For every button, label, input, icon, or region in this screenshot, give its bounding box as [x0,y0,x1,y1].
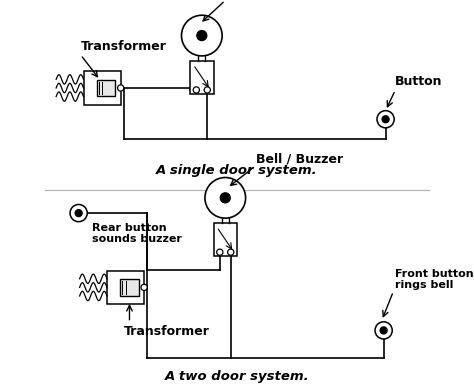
Text: Button: Button [395,75,443,88]
Text: Rear button
sounds buzzer: Rear button sounds buzzer [92,223,182,244]
Text: Bell / Buzzer: Bell / Buzzer [256,152,343,165]
Bar [222,218,229,223]
Text: Transformer: Transformer [124,325,210,337]
Circle shape [193,87,200,93]
Bar [83,71,121,104]
Text: A two door system.: A two door system. [164,369,310,383]
Circle shape [204,87,210,93]
Bar [198,56,205,61]
Circle shape [197,30,207,41]
Bar [97,80,115,96]
Circle shape [141,284,147,291]
Bar [214,223,237,256]
Bar [120,279,139,296]
Circle shape [382,116,389,123]
Circle shape [220,193,230,203]
Circle shape [380,327,387,334]
Text: Front button
rings bell: Front button rings bell [394,269,473,290]
Bar [190,61,214,94]
Bar [107,271,144,304]
Circle shape [75,210,82,217]
Text: Transformer: Transformer [81,40,166,53]
Circle shape [228,249,234,255]
Circle shape [118,85,124,91]
Circle shape [377,111,394,128]
Circle shape [375,322,392,339]
Text: A single door system.: A single door system. [156,163,318,177]
Circle shape [205,178,246,218]
Circle shape [70,204,87,222]
Circle shape [182,15,222,56]
Circle shape [217,249,223,255]
